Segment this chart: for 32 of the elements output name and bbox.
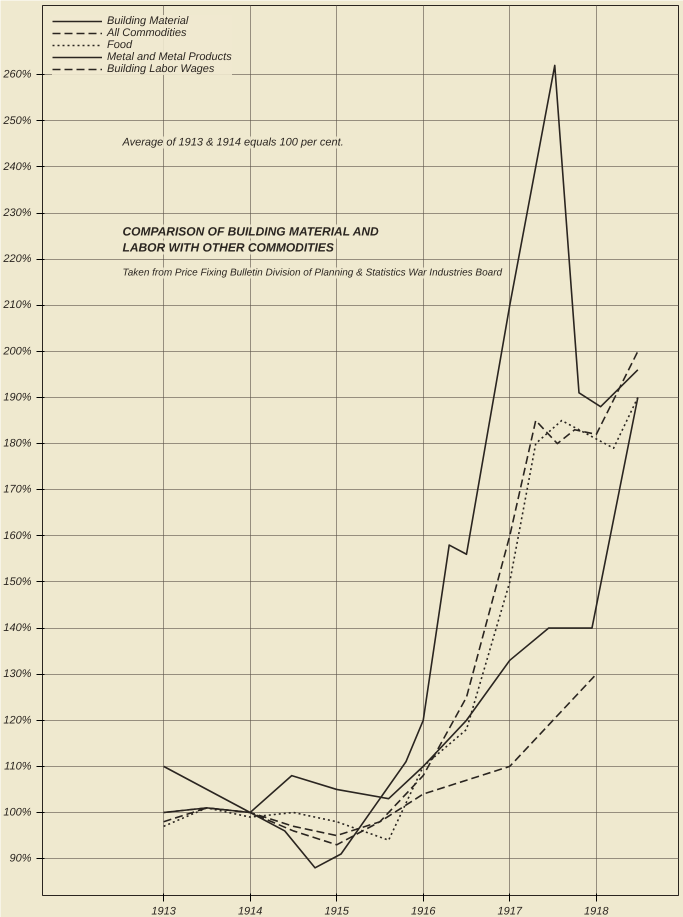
- x-tick-label: 1918: [584, 906, 610, 917]
- x-tick-label: 1914: [238, 906, 262, 917]
- y-tick-label: 120%: [3, 714, 32, 726]
- legend-label: Building Labor Wages: [107, 63, 214, 75]
- y-tick-label: 150%: [3, 576, 32, 588]
- y-tick-label: 140%: [3, 622, 32, 634]
- y-tick-label: 200%: [2, 345, 32, 358]
- y-tick-label: 100%: [3, 806, 32, 818]
- x-tick-label: 1916: [411, 906, 436, 917]
- y-tick-label: 250%: [2, 114, 32, 127]
- y-tick-label: 180%: [3, 438, 32, 450]
- y-tick-label: 190%: [3, 391, 32, 404]
- text: Taken from Price Fixing Bulletin Division of Planning & Statistics War Industries Board: [122, 268, 503, 278]
- y-tick-label: 260%: [2, 68, 32, 81]
- y-tick-label: 110%: [4, 760, 32, 772]
- x-tick-label: 1915: [324, 906, 350, 917]
- y-tick-label: 220%: [2, 253, 32, 266]
- y-tick-label: 210%: [2, 299, 32, 312]
- y-tick-label: 160%: [3, 530, 32, 542]
- y-tick-label: 230%: [2, 207, 32, 220]
- y-tick-label: 170%: [3, 484, 32, 496]
- legend-label: Metal and Metal Products: [107, 51, 232, 63]
- x-tick-label: 1917: [498, 906, 523, 917]
- legend-label: Building Material: [107, 15, 188, 27]
- annotation: Average of 1913 & 1914 equals 100 per cent.: [122, 136, 344, 148]
- x-tick-label: 1913: [151, 906, 177, 917]
- y-tick-label: 90%: [9, 852, 32, 865]
- legend-label: All Commodities: [107, 27, 186, 39]
- y-tick-label: 240%: [2, 160, 32, 173]
- legend-label: Food: [107, 39, 132, 51]
- y-tick-label: 130%: [3, 668, 32, 680]
- text: COMPARISON OF BUILDING MATERIAL AND LABOR WITH OTHER COMMODITIES: [122, 224, 380, 254]
